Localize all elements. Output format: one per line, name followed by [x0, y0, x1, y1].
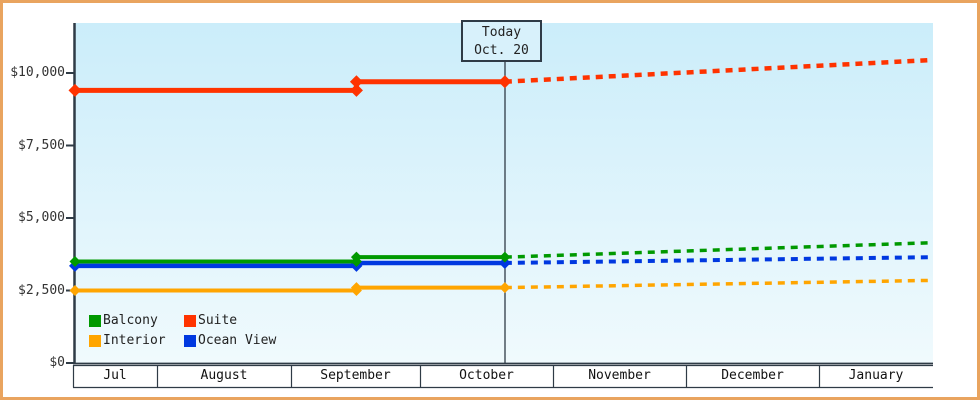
legend-label-suite: Suite: [198, 313, 238, 328]
legend-swatch-ocean-view-icon: [184, 334, 196, 347]
series-marker-balcony: [69, 256, 81, 267]
series-marker-balcony: [350, 251, 362, 263]
legend-label-ocean-view: Ocean View: [198, 333, 277, 348]
legend-item-balcony: Balcony: [89, 311, 184, 330]
y-axis-tick-label: $5,000: [18, 210, 65, 225]
series-marker-interior: [350, 282, 362, 294]
y-axis-tick-label: $2,500: [18, 282, 65, 298]
month-label-august: August: [200, 368, 248, 383]
series-marker-interior: [499, 282, 511, 294]
legend-swatch-balcony-icon: [89, 314, 101, 327]
legend-swatch-suite-icon: [184, 314, 196, 327]
series-marker-ocean-view: [498, 256, 511, 269]
series-marker-suite: [349, 83, 363, 97]
y-axis-tick-label: $0: [49, 355, 65, 370]
series-marker-suite: [349, 75, 363, 89]
legend-label-balcony: Balcony: [103, 313, 158, 328]
month-label-december: December: [721, 368, 784, 383]
series-forecast-line-ocean-view: [504, 255, 934, 265]
plot-canvas: [66, 23, 934, 389]
axis-layer: [66, 23, 933, 389]
month-label-october: October: [459, 368, 514, 383]
series-marker-suite: [498, 75, 512, 89]
y-axis-tick-label: $10,000: [10, 65, 65, 80]
today-annotation-date: Oct. 20: [474, 43, 529, 58]
series-layer: [68, 57, 934, 296]
today-annotation-label: Today: [481, 25, 522, 40]
today-annotation-box: Today Oct. 20: [461, 20, 542, 62]
series-marker-balcony: [499, 251, 511, 263]
month-label-november: November: [588, 368, 651, 383]
month-label-jul: Jul: [103, 368, 127, 383]
series-marker-suite: [68, 83, 82, 97]
series-forecast-line-interior: [504, 278, 934, 290]
legend-item-suite: Suite: [184, 311, 276, 330]
series-forecast-line-suite: [504, 57, 934, 84]
legend: Balcony Suite Interior Ocean View: [89, 311, 276, 350]
month-label-january: January: [848, 368, 904, 383]
series-marker-interior: [69, 285, 81, 296]
y-axis-tick-label: $7,500: [18, 137, 65, 153]
legend-label-interior: Interior: [103, 333, 166, 348]
legend-item-ocean-view: Ocean View: [184, 331, 276, 350]
legend-swatch-interior-icon: [89, 334, 101, 347]
series-forecast-line-balcony: [504, 240, 934, 259]
month-label-september: September: [320, 368, 391, 383]
legend-item-interior: Interior: [89, 331, 184, 350]
